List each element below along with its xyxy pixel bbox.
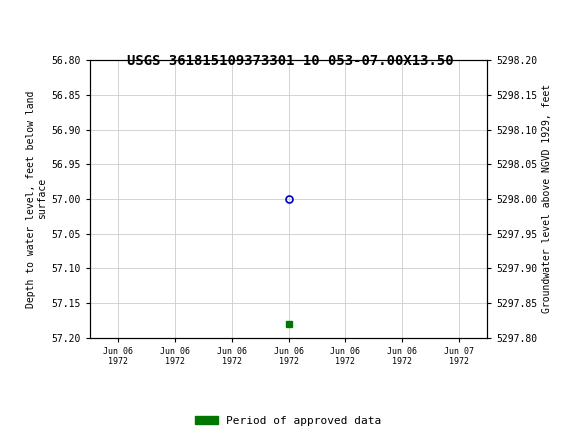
Y-axis label: Groundwater level above NGVD 1929, feet: Groundwater level above NGVD 1929, feet — [542, 84, 552, 313]
Legend: Period of approved data: Period of approved data — [191, 412, 386, 430]
Text: ▒USGS: ▒USGS — [12, 14, 66, 35]
Y-axis label: Depth to water level, feet below land
surface: Depth to water level, feet below land su… — [26, 90, 48, 307]
Text: USGS 361815109373301 10 053-07.00X13.50: USGS 361815109373301 10 053-07.00X13.50 — [126, 54, 454, 68]
